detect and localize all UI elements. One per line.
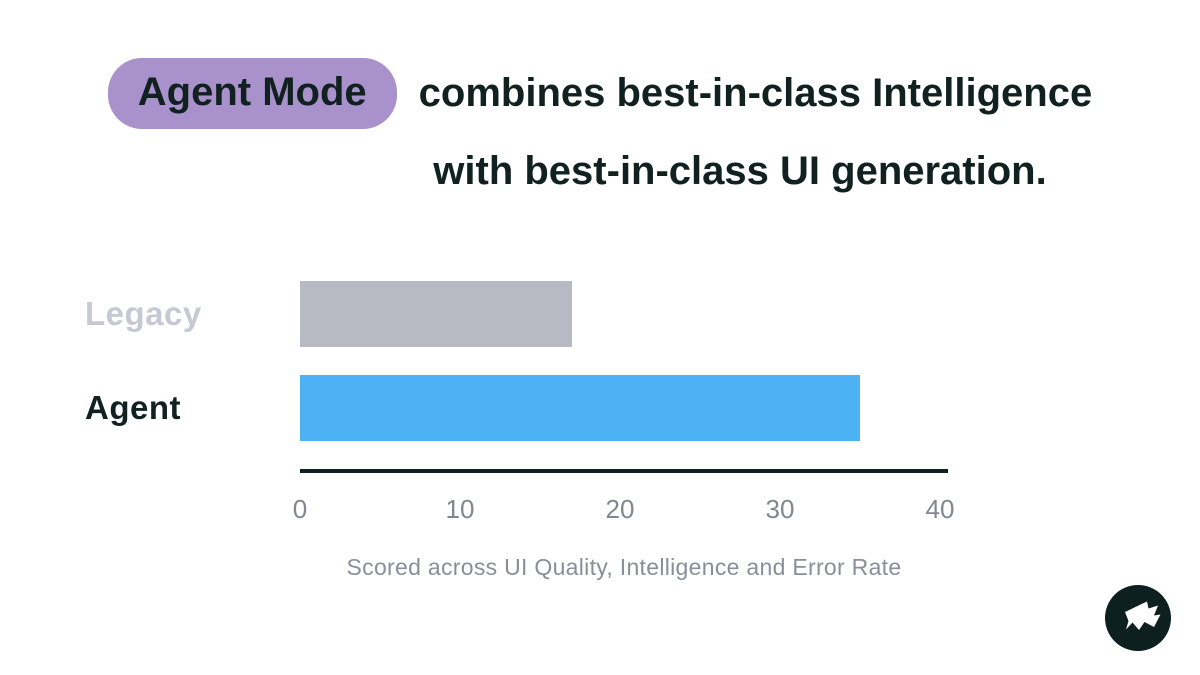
bar-chart: Legacy Agent 0 10 20 30 40 Scored across UI Q… [85, 281, 955, 581]
bar-track-legacy [300, 281, 940, 347]
x-tick-0: 0 [292, 494, 308, 524]
x-tick-40: 40 [925, 494, 955, 524]
chart-row-legacy: Legacy [85, 281, 945, 347]
bar-legacy [300, 281, 572, 347]
headline-row-1: Agent Mode combines best-in-class Intell… [0, 58, 1200, 129]
bar-agent [300, 375, 860, 441]
category-label-agent: Agent [85, 389, 181, 426]
headline: Agent Mode combines best-in-class Intell… [0, 58, 1200, 194]
headline-line1: combines best-in-class Intelligence [418, 71, 1093, 115]
category-label-legacy: Legacy [85, 295, 202, 332]
chart-row-agent: Agent [85, 375, 945, 441]
x-tick-20: 20 [605, 494, 635, 524]
axis-caption: Scored across UI Quality, Intelligence a… [346, 554, 902, 580]
x-tick-30: 30 [765, 494, 795, 524]
flag-logo-icon [1105, 585, 1171, 651]
bar-track-agent [300, 375, 940, 441]
agent-mode-badge: Agent Mode [107, 58, 397, 129]
headline-line2: with best-in-class UI generation. [433, 149, 1047, 193]
bar-rows: Legacy Agent [85, 281, 945, 441]
x-tick-10: 10 [445, 494, 475, 524]
x-axis-line [300, 469, 948, 473]
axis-ticks: 0 10 20 30 40 [293, 494, 955, 524]
